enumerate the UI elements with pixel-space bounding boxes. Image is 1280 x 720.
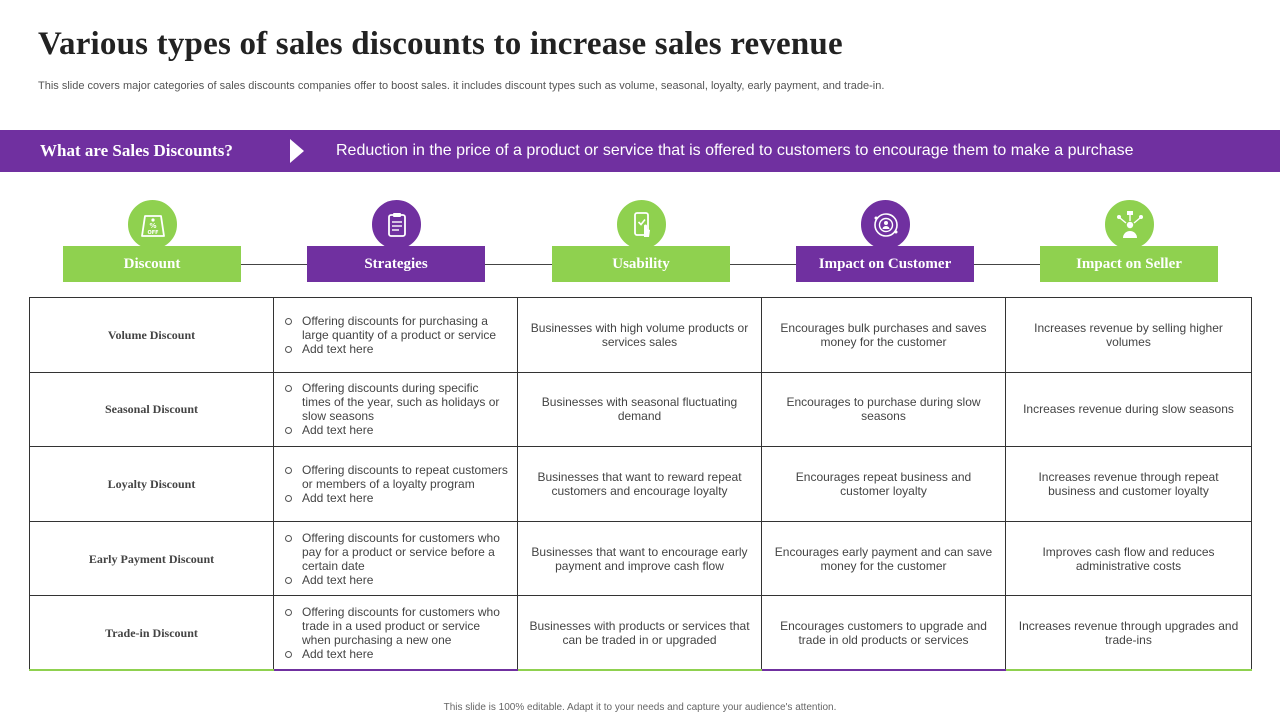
row-header: Volume Discount	[29, 297, 274, 373]
usability-cell: Businesses with high volume products or …	[517, 297, 762, 373]
customer-impact-cell: Encourages bulk purchases and saves mone…	[761, 297, 1006, 373]
list-item: Add text here	[284, 423, 509, 437]
row-header: Loyalty Discount	[29, 446, 274, 522]
row-header: Seasonal Discount	[29, 371, 274, 448]
discount-tag-icon: % OFF	[126, 198, 179, 251]
discount-table: Volume Discount Offering discounts for p…	[29, 297, 1252, 672]
usability-cell: Businesses that want to encourage early …	[517, 520, 762, 597]
list-item: Offering discounts during specific times…	[284, 381, 509, 423]
list-item: Add text here	[284, 491, 509, 505]
list-item: Offering discounts for purchasing a larg…	[284, 314, 509, 342]
list-item: Offering discounts for customers who pay…	[284, 531, 509, 573]
table-row: Loyalty Discount Offering discounts to r…	[29, 446, 1252, 522]
seller-impact-cell: Increases revenue during slow seasons	[1005, 371, 1252, 448]
column-header-label: Impact on Seller	[1040, 246, 1218, 282]
customer-impact-cell: Encourages early payment and can save mo…	[761, 520, 1006, 597]
definition-banner: What are Sales Discounts? Reduction in t…	[0, 130, 1280, 172]
mobile-tap-icon	[615, 198, 668, 251]
usability-cell: Businesses with seasonal fluctuating dem…	[517, 371, 762, 448]
table-row: Trade-in Discount Offering discounts for…	[29, 595, 1252, 672]
row-header: Early Payment Discount	[29, 520, 274, 597]
strategies-cell: Offering discounts for purchasing a larg…	[273, 297, 518, 373]
usability-cell: Businesses that want to reward repeat cu…	[517, 446, 762, 522]
row-header: Trade-in Discount	[29, 595, 274, 672]
page-subtitle: This slide covers major categories of sa…	[38, 80, 885, 92]
list-item: Offering discounts to repeat customers o…	[284, 463, 509, 491]
banner-label: What are Sales Discounts?	[40, 141, 233, 160]
strategies-cell: Offering discounts to repeat customers o…	[273, 446, 518, 522]
list-item: Offering discounts for customers who tra…	[284, 605, 509, 647]
page-title: Various types of sales discounts to incr…	[38, 26, 843, 62]
customer-impact-cell: Encourages to purchase during slow seaso…	[761, 371, 1006, 448]
customer-target-icon	[859, 198, 912, 251]
strategies-cell: Offering discounts during specific times…	[273, 371, 518, 448]
list-item: Add text here	[284, 342, 509, 356]
seller-impact-cell: Improves cash flow and reduces administr…	[1005, 520, 1252, 597]
column-header-impact-customer: Impact on Customer	[796, 198, 974, 282]
column-header-label: Impact on Customer	[796, 246, 974, 282]
table-row: Early Payment Discount Offering discount…	[29, 520, 1252, 597]
table-row: Volume Discount Offering discounts for p…	[29, 297, 1252, 373]
customer-impact-cell: Encourages repeat business and customer …	[761, 446, 1006, 522]
usability-cell: Businesses with products or services tha…	[517, 595, 762, 672]
column-header-label: Discount	[63, 246, 241, 282]
column-header-impact-seller: Impact on Seller	[1040, 198, 1218, 282]
seller-impact-cell: Increases revenue through repeat busines…	[1005, 446, 1252, 522]
banner-definition: Reduction in the price of a product or s…	[336, 142, 1134, 159]
seller-network-icon	[1103, 198, 1156, 251]
svg-text:%: %	[149, 222, 156, 230]
strategies-cell: Offering discounts for customers who pay…	[273, 520, 518, 597]
svg-text:OFF: OFF	[147, 230, 158, 236]
seller-impact-cell: Increases revenue by selling higher volu…	[1005, 297, 1252, 373]
column-header-label: Strategies	[307, 246, 485, 282]
column-header-strategies: Strategies	[307, 198, 485, 282]
strategies-cell: Offering discounts for customers who tra…	[273, 595, 518, 672]
column-header-usability: Usability	[552, 198, 730, 282]
list-item: Add text here	[284, 573, 509, 587]
footer-note: This slide is 100% editable. Adapt it to…	[443, 702, 837, 713]
chevron-right-icon	[290, 139, 304, 163]
table-row: Seasonal Discount Offering discounts dur…	[29, 371, 1252, 448]
column-header-discount: % OFF Discount	[63, 198, 241, 282]
column-header-label: Usability	[552, 246, 730, 282]
seller-impact-cell: Increases revenue through upgrades and t…	[1005, 595, 1252, 672]
clipboard-icon	[370, 198, 423, 251]
list-item: Add text here	[284, 647, 509, 661]
customer-impact-cell: Encourages customers to upgrade and trad…	[761, 595, 1006, 672]
